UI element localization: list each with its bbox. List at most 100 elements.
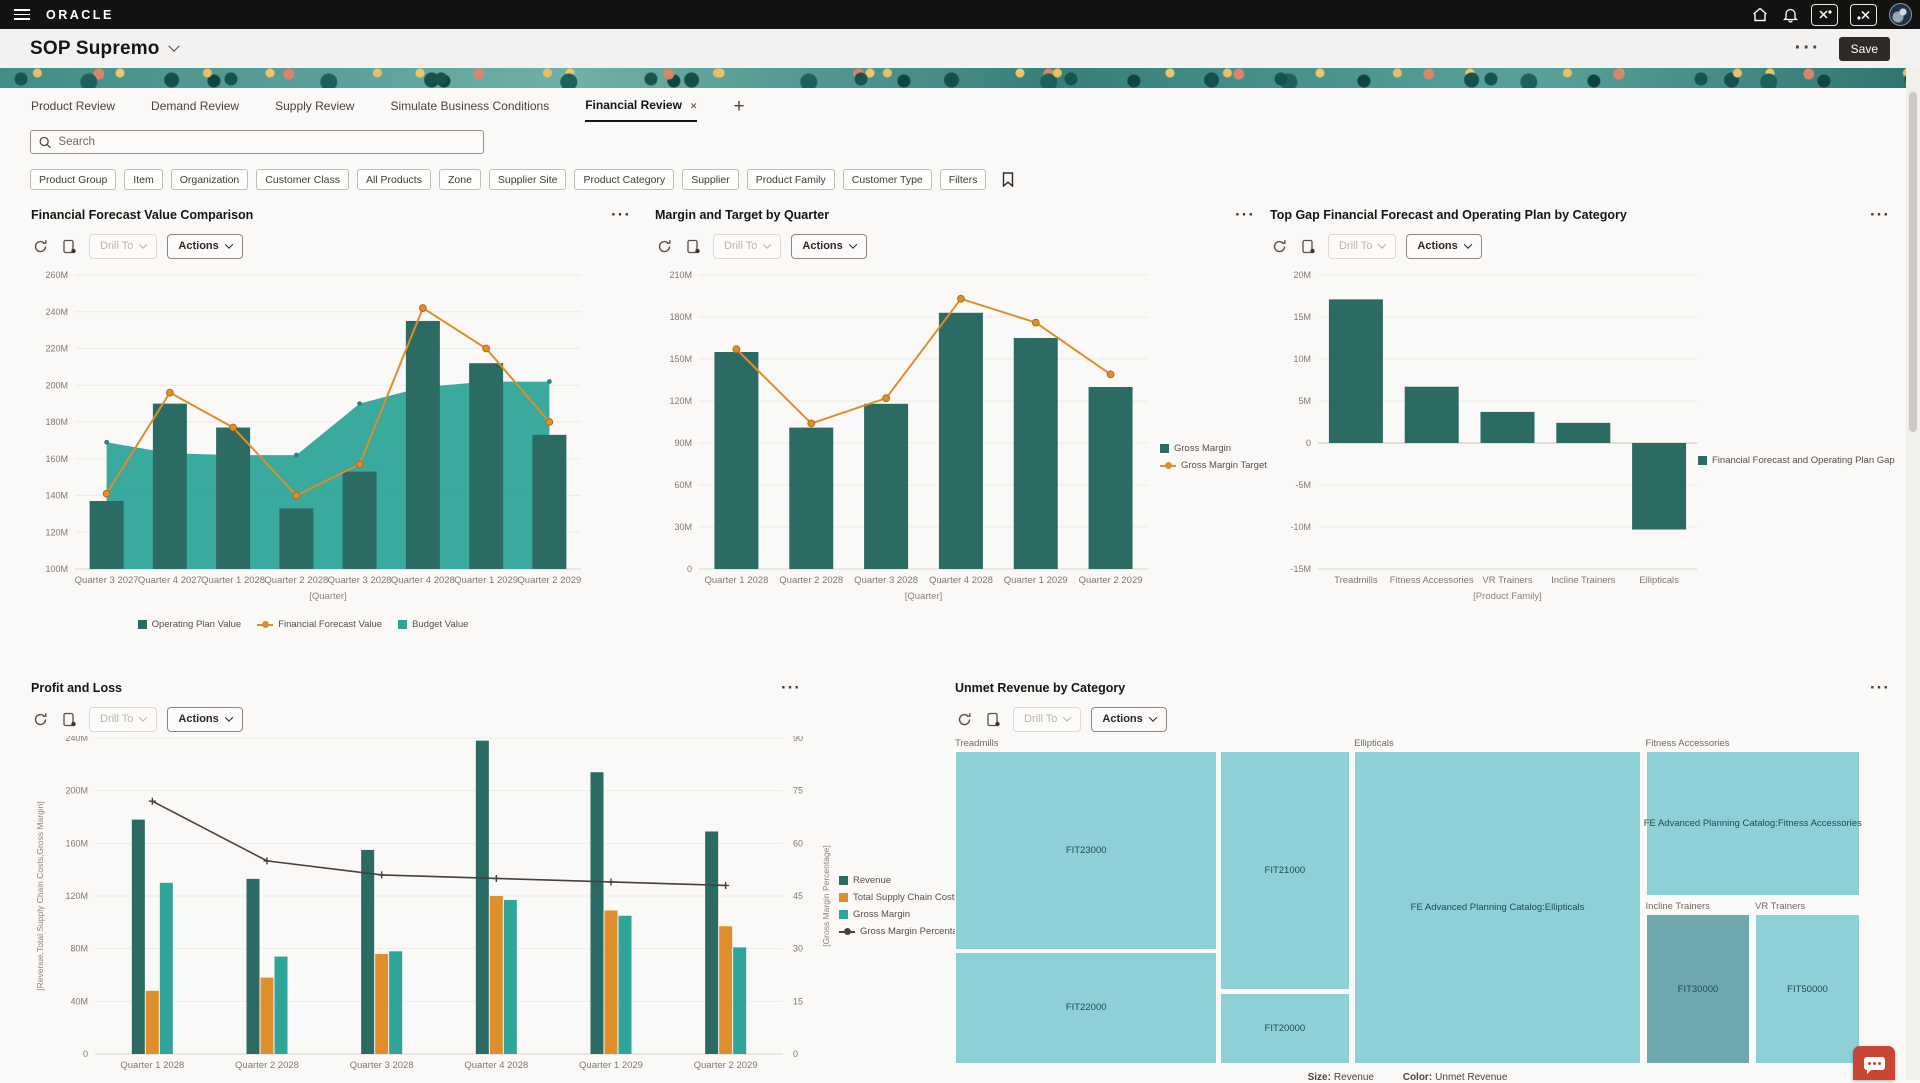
svg-text:120M: 120M <box>65 891 88 901</box>
treemap-cell[interactable]: FIT21000 <box>1220 751 1349 990</box>
panel-overflow-icon[interactable] <box>611 205 631 225</box>
search-box <box>30 130 484 154</box>
svg-text:0: 0 <box>83 1049 88 1059</box>
search-input[interactable] <box>58 136 475 148</box>
chat-assistant-button[interactable] <box>1853 1046 1895 1080</box>
treemap-cell[interactable]: FIT23000 <box>955 751 1217 950</box>
tab-demand-review[interactable]: Demand Review <box>151 99 239 121</box>
treemap-cell[interactable]: FIT22000 <box>955 952 1217 1064</box>
legend-item[interactable]: Budget Value <box>398 619 468 630</box>
svg-text:Quarter 4 2027: Quarter 4 2027 <box>138 575 202 586</box>
annotation-icon[interactable] <box>984 710 1003 729</box>
actions-button[interactable]: Actions <box>791 234 866 259</box>
svg-text:Quarter 2 2029: Quarter 2 2029 <box>1079 575 1143 586</box>
chip-product-group[interactable]: Product Group <box>30 169 116 190</box>
drill-to-button[interactable]: Drill To <box>1013 707 1081 732</box>
annotation-icon[interactable] <box>1299 237 1318 256</box>
tab-simulate-business-conditions[interactable]: Simulate Business Conditions <box>390 99 549 121</box>
legend-item[interactable]: Total Supply Chain Costs <box>839 892 968 903</box>
hamburger-menu-icon[interactable] <box>14 9 30 20</box>
svg-text:220M: 220M <box>45 344 68 354</box>
bookmark-icon[interactable] <box>1002 172 1014 187</box>
drill-to-button[interactable]: Drill To <box>89 234 157 259</box>
legend-item[interactable]: Operating Plan Value <box>138 619 242 630</box>
panel-overflow-icon[interactable] <box>1870 678 1890 698</box>
tab-close-icon[interactable] <box>690 98 698 112</box>
refresh-icon[interactable] <box>31 710 50 729</box>
treemap-group-label: VR Trainers <box>1755 901 1860 914</box>
svg-text:30: 30 <box>793 944 803 954</box>
drill-to-button[interactable]: Drill To <box>89 707 157 732</box>
legend-item[interactable]: Financial Forecast and Operating Plan Ga… <box>1698 455 1895 466</box>
workspace-tabs: Product Review Demand Review Supply Revi… <box>31 96 745 124</box>
legend-item[interactable]: Revenue <box>839 875 968 886</box>
chevron-down-icon[interactable] <box>168 40 179 51</box>
user-switch-icon-button[interactable] <box>1811 4 1838 26</box>
annotation-icon[interactable] <box>60 237 79 256</box>
ai-assistant-icon-button[interactable] <box>1850 4 1877 26</box>
chip-customer-class[interactable]: Customer Class <box>256 169 349 190</box>
panel-overflow-icon[interactable] <box>1235 205 1255 225</box>
panel-title: Profit and Loss <box>31 681 122 695</box>
user-avatar[interactable] <box>1889 3 1912 26</box>
page-scrollbar[interactable] <box>1906 68 1920 1080</box>
svg-text:Quarter 1 2028: Quarter 1 2028 <box>704 575 768 586</box>
treemap-cell[interactable]: FIT20000 <box>1220 993 1349 1064</box>
legend-item[interactable]: Financial Forecast Value <box>257 619 382 630</box>
treemap-cell[interactable]: FIT50000 <box>1755 914 1860 1064</box>
actions-button[interactable]: Actions <box>1091 707 1166 732</box>
actions-button[interactable]: Actions <box>167 234 242 259</box>
drill-to-button[interactable]: Drill To <box>1328 234 1396 259</box>
chip-supplier-site[interactable]: Supplier Site <box>489 169 567 190</box>
svg-text:180M: 180M <box>45 417 68 427</box>
refresh-icon[interactable] <box>955 710 974 729</box>
legend-item[interactable]: Gross Margin <box>839 909 968 920</box>
annotation-icon[interactable] <box>684 237 703 256</box>
chip-product-family[interactable]: Product Family <box>747 169 835 190</box>
svg-text:0: 0 <box>1306 438 1311 448</box>
svg-text:Quarter 4 2028: Quarter 4 2028 <box>391 575 455 586</box>
notifications-bell-icon[interactable] <box>1781 6 1799 24</box>
chip-product-category[interactable]: Product Category <box>574 169 674 190</box>
svg-text:[Revenue,Total Supply Chain Co: [Revenue,Total Supply Chain Costs,Gross … <box>35 801 45 990</box>
refresh-icon[interactable] <box>31 237 50 256</box>
actions-button[interactable]: Actions <box>167 707 242 732</box>
header-overflow-icon[interactable] <box>1795 37 1821 60</box>
save-button[interactable]: Save <box>1839 37 1890 61</box>
chip-all-products[interactable]: All Products <box>357 169 431 190</box>
drill-to-button[interactable]: Drill To <box>713 234 781 259</box>
chip-organization[interactable]: Organization <box>171 169 249 190</box>
chip-item[interactable]: Item <box>124 169 162 190</box>
legend-item[interactable]: Gross Margin Target <box>1160 460 1267 471</box>
panel-toolbar: Drill To Actions <box>655 233 1255 259</box>
panel-overflow-icon[interactable] <box>1870 205 1890 225</box>
treemap-group-label: Incline Trainers <box>1646 901 1751 914</box>
chip-zone[interactable]: Zone <box>439 169 481 190</box>
svg-text:[Quarter]: [Quarter] <box>309 591 347 602</box>
tab-supply-review[interactable]: Supply Review <box>275 99 354 121</box>
svg-text:[Gross Margin Percentage]: [Gross Margin Percentage] <box>821 845 831 947</box>
chip-filters[interactable]: Filters <box>940 169 987 190</box>
annotation-icon[interactable] <box>60 710 79 729</box>
add-tab-icon[interactable] <box>733 96 744 124</box>
chip-supplier[interactable]: Supplier <box>682 169 739 190</box>
refresh-icon[interactable] <box>1270 237 1289 256</box>
treemap-cell[interactable]: FIT30000 <box>1646 914 1751 1064</box>
treemap-cell[interactable]: FE Advanced Planning Catalog:Ellipticals <box>1354 751 1641 1064</box>
legend-item[interactable]: Gross Margin Percentage <box>839 926 968 937</box>
svg-text:[Quarter]: [Quarter] <box>905 591 943 602</box>
refresh-icon[interactable] <box>655 237 674 256</box>
actions-button[interactable]: Actions <box>1406 234 1481 259</box>
chip-customer-type[interactable]: Customer Type <box>843 169 932 190</box>
legend-item[interactable]: Gross Margin <box>1160 443 1267 454</box>
home-icon[interactable] <box>1751 6 1769 24</box>
tab-financial-review[interactable]: Financial Review <box>585 98 697 122</box>
treemap-cell[interactable]: FE Advanced Planning Catalog:Fitness Acc… <box>1646 751 1860 896</box>
tab-product-review[interactable]: Product Review <box>31 99 115 121</box>
panel-overflow-icon[interactable] <box>781 678 801 698</box>
